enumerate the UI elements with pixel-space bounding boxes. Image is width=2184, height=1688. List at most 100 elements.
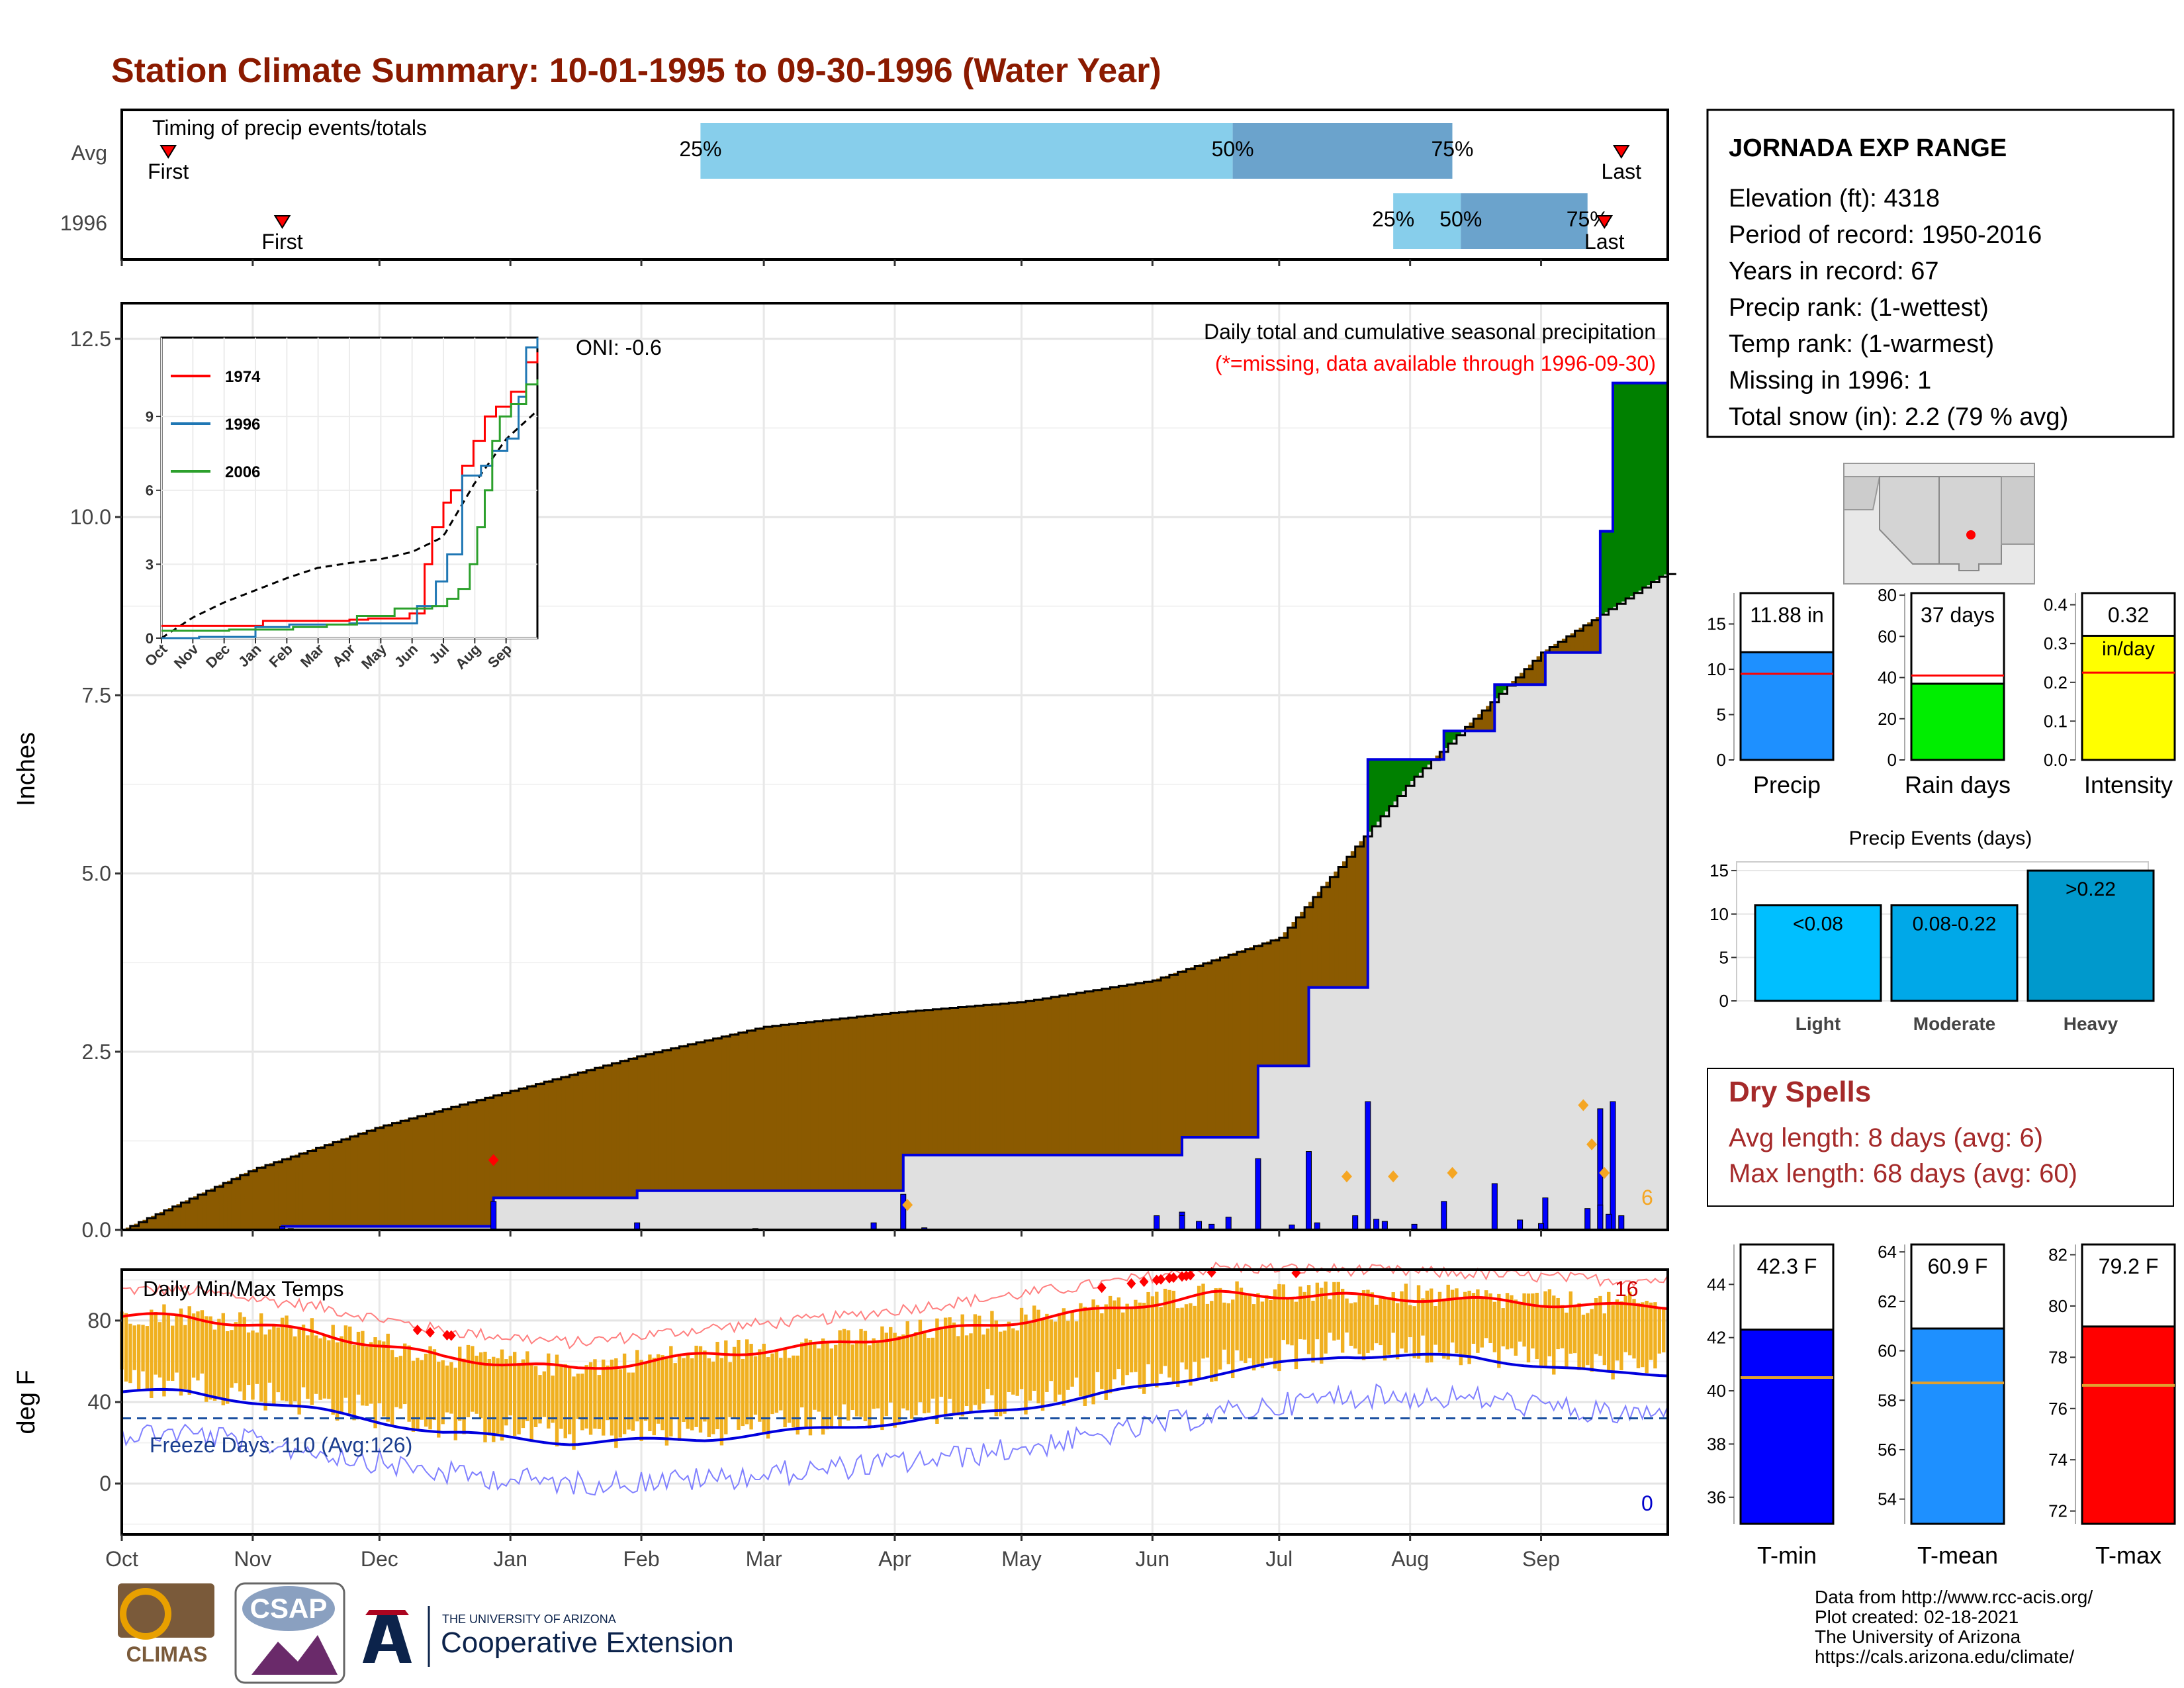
daily-temp-bar — [1607, 1291, 1611, 1372]
daily-temp-bar — [445, 1365, 449, 1413]
csap-logo: CSAP — [234, 1582, 345, 1684]
daily-temp-bar — [475, 1356, 478, 1414]
precip-y-tick-label: 12.5 — [70, 327, 111, 351]
mini-tick-label: 0.4 — [2044, 595, 2068, 615]
daily-temp-bar — [563, 1364, 567, 1438]
daily-temp-bar — [1611, 1305, 1615, 1380]
daily-temp-bar — [1657, 1309, 1662, 1354]
station-info-line: Elevation (ft): 4318 — [1729, 185, 1940, 212]
month-label: Jun — [1136, 1547, 1170, 1571]
daily-temp-bar — [580, 1374, 584, 1430]
daily-precip-bar — [1584, 1208, 1591, 1231]
daily-temp-bar — [1053, 1321, 1058, 1402]
daily-temp-bar — [1488, 1293, 1492, 1343]
daily-temp-bar — [1649, 1302, 1653, 1360]
event-bar-moderate — [1890, 904, 2019, 1002]
mini-tick-label: 40 — [1878, 668, 1897, 688]
temp-y-tick-label: 0 — [99, 1472, 111, 1495]
daily-temp-bar — [466, 1344, 471, 1417]
mini-bar-value: 37 days — [1921, 603, 1995, 627]
cumulative-average-line — [122, 573, 1676, 1231]
daily-temp-bar — [1265, 1295, 1269, 1359]
daily-temp-bar — [529, 1365, 533, 1442]
daily-temp-bar — [289, 1326, 293, 1406]
daily-temp-bar — [471, 1346, 475, 1412]
daily-temp-bar — [453, 1368, 458, 1440]
mini-temp-tick-label: 36 — [1707, 1487, 1726, 1507]
daily-temp-bar — [1602, 1313, 1607, 1366]
heavy-event-marker — [902, 1199, 913, 1211]
events-tick-label: 10 — [1709, 904, 1729, 924]
daily-temp-bar — [1083, 1307, 1087, 1406]
daily-temp-bar — [150, 1309, 154, 1398]
daily-temp-bar — [1095, 1305, 1100, 1372]
daily-temp-bar — [981, 1335, 985, 1404]
daily-temp-bar — [1155, 1291, 1159, 1387]
daily-temp-bar — [1412, 1306, 1416, 1358]
pct-25-label: 25% — [1372, 207, 1414, 231]
daily-precip-bar — [1618, 1215, 1625, 1231]
daily-temp-bar — [1395, 1303, 1400, 1360]
inset-1996-line — [161, 338, 539, 639]
timing-last-label: Last — [1584, 230, 1625, 254]
daily-temp-bar — [728, 1362, 732, 1417]
daily-temp-bar — [1535, 1292, 1539, 1360]
daily-temp-bar — [597, 1375, 602, 1429]
record-high-marker — [1169, 1272, 1179, 1284]
daily-temp-bar — [1437, 1291, 1442, 1353]
daily-temp-bar — [500, 1349, 504, 1441]
daily-temp-bar — [1015, 1330, 1019, 1396]
mini-temp-tick-label: 78 — [2048, 1347, 2068, 1367]
daily-temp-bar — [327, 1340, 331, 1399]
daily-temp-bar — [1087, 1309, 1091, 1398]
daily-temp-bar — [432, 1349, 437, 1421]
credit-line: Data from http://www.rcc-acis.org/ — [1815, 1587, 2093, 1607]
daily-temp-bar — [1007, 1321, 1011, 1392]
daily-temp-bar — [1619, 1301, 1623, 1370]
daily-temp-bar — [1193, 1305, 1197, 1362]
daily-temp-bar — [1205, 1303, 1210, 1358]
mini-bar-precip — [1739, 651, 1835, 761]
daily-temp-bar — [1100, 1313, 1104, 1389]
daily-temp-bar — [652, 1358, 656, 1436]
daily-temp-bar — [1125, 1303, 1129, 1376]
station-info-line: Precip rank: (1-wettest) — [1729, 294, 1989, 322]
daily-temp-bar — [639, 1360, 643, 1441]
mini-bar-label: Intensity — [2084, 771, 2173, 798]
credit-line: Plot created: 02-18-2021 — [1815, 1607, 2019, 1627]
daily-temp-bar — [318, 1338, 322, 1400]
precip-count-label: 6 — [1641, 1186, 1653, 1209]
daily-temp-bar — [183, 1325, 187, 1389]
daily-precip-bar — [1597, 1204, 1604, 1231]
daily-temp-bar — [441, 1360, 445, 1425]
daily-temp-bar — [745, 1339, 749, 1425]
daily-temp-bar — [1370, 1292, 1375, 1350]
daily-temp-bar — [1244, 1294, 1248, 1364]
precip-subtitle: Daily total and cumulative seasonal prec… — [1204, 320, 1656, 344]
daily-temp-bar — [221, 1313, 225, 1405]
daily-precip-bar — [490, 1201, 497, 1231]
daily-temp-bar — [1239, 1288, 1244, 1361]
record-low-line — [121, 1383, 1668, 1496]
mini-temp-tick-label: 72 — [2048, 1501, 2068, 1521]
daily-temp-bar — [154, 1311, 158, 1375]
daily-temp-bar — [792, 1355, 796, 1428]
inset-2006-line — [161, 379, 539, 632]
daily-temp-bar — [297, 1329, 301, 1415]
daily-temp-bar — [263, 1334, 267, 1411]
daily-temp-bar — [838, 1330, 842, 1427]
daily-temp-bar — [1556, 1297, 1560, 1350]
daily-temp-bar — [854, 1340, 859, 1417]
daily-precip-bar — [1373, 1219, 1380, 1231]
daily-temp-bar — [1577, 1303, 1581, 1370]
temp-y-tick-label: 40 — [87, 1390, 111, 1414]
daily-temp-bar — [356, 1331, 361, 1395]
daily-temp-bar — [1560, 1305, 1565, 1348]
daily-temp-bar — [1400, 1291, 1404, 1349]
month-label: Nov — [234, 1547, 271, 1571]
event-bar-light — [1754, 904, 1882, 1002]
mini-bar-intensity — [2081, 634, 2176, 761]
daily-temp-bar — [1547, 1289, 1552, 1356]
precip-y-tick-label: 7.5 — [82, 683, 111, 707]
timing-panel: Timing of precip events/totals Avg 1996 … — [60, 109, 1669, 266]
